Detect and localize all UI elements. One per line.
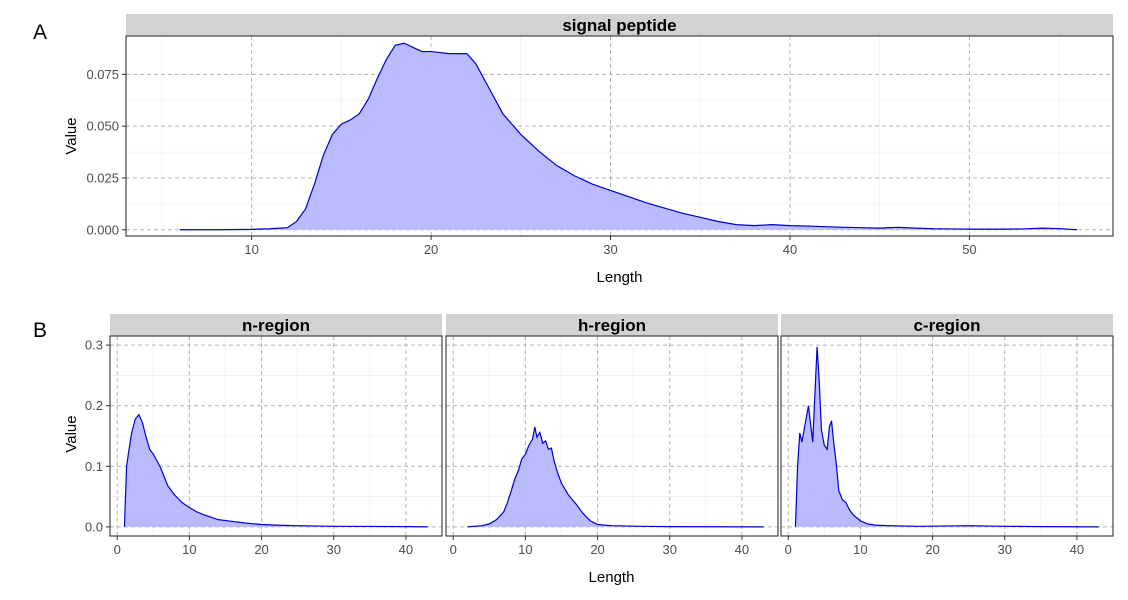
panel-label-a: A xyxy=(33,21,47,44)
x-tick-label: 10 xyxy=(244,242,258,257)
panel-border xyxy=(780,335,1114,537)
density-area xyxy=(467,426,764,527)
x-tick-label: 0 xyxy=(114,542,121,557)
chart-panel-c-region: c-region 0 10 20 30 40 xyxy=(780,314,1114,557)
x-tick-label: 40 xyxy=(783,242,797,257)
y-tick-label: 0.2 xyxy=(85,398,103,413)
y-tick-label: 0.025 xyxy=(86,170,119,185)
x-tick-label: 40 xyxy=(399,542,413,557)
y-tick-label: 0.3 xyxy=(85,338,103,353)
facet-strip xyxy=(126,14,1113,36)
x-tick-label: 0 xyxy=(785,542,792,557)
density-line xyxy=(467,426,764,528)
panel-border xyxy=(109,335,443,537)
x-tick-label: 20 xyxy=(590,542,604,557)
y-tick-label: 0.1 xyxy=(85,459,103,474)
panel-label-b: B xyxy=(33,319,47,342)
x-tick-label: 20 xyxy=(424,242,438,257)
facet-strip-label: h-region xyxy=(578,316,646,335)
x-tick-label: 40 xyxy=(1070,542,1084,557)
x-tick-label: 50 xyxy=(962,242,976,257)
x-tick-label: 30 xyxy=(998,542,1012,557)
facet-strip-label: c-region xyxy=(913,316,980,335)
density-line xyxy=(179,42,1078,231)
density-area xyxy=(795,346,1099,527)
x-tick-label: 40 xyxy=(735,542,749,557)
x-tick-label: 20 xyxy=(925,542,939,557)
facet-strip xyxy=(781,314,1113,336)
chart-panel-signal-peptide: signal peptide 10 20 30 40 50 0.000 0.025 0.050 0… xyxy=(63,14,1114,286)
panel-border xyxy=(445,335,779,537)
facet-strip-label: signal peptide xyxy=(562,16,676,35)
x-tick-label: 10 xyxy=(182,542,196,557)
chart-panel-h-region: h-region 0 10 20 30 40 xyxy=(445,314,779,557)
x-tick-label: 30 xyxy=(663,542,677,557)
density-line xyxy=(123,413,428,528)
y-axis-title: Value xyxy=(63,117,80,154)
y-tick-label: 0.075 xyxy=(86,67,119,82)
x-tick-label: 0 xyxy=(450,542,457,557)
x-tick-label: 30 xyxy=(327,542,341,557)
facet-strip xyxy=(110,314,442,336)
chart-panel-n-region: n-region 0 10 20 30 40 0.0 0.1 0.2 0.3 Value xyxy=(63,314,443,557)
density-area xyxy=(124,414,428,527)
x-tick-label: 10 xyxy=(518,542,532,557)
y-tick-label: 0.050 xyxy=(86,119,119,134)
facet-strip xyxy=(446,314,778,336)
facet-strip-label: n-region xyxy=(242,316,310,335)
panel-border xyxy=(125,35,1114,237)
x-axis-title-panel-b: Length xyxy=(589,569,635,586)
density-line xyxy=(794,346,1099,528)
density-area xyxy=(179,43,1078,230)
x-tick-label: 30 xyxy=(603,242,617,257)
y-axis-title: Value xyxy=(63,415,80,452)
x-tick-label: 10 xyxy=(853,542,867,557)
x-tick-label: 20 xyxy=(254,542,268,557)
y-tick-label: 0.0 xyxy=(85,519,103,534)
x-axis-title: Length xyxy=(597,269,643,286)
y-tick-label: 0.000 xyxy=(86,222,119,237)
